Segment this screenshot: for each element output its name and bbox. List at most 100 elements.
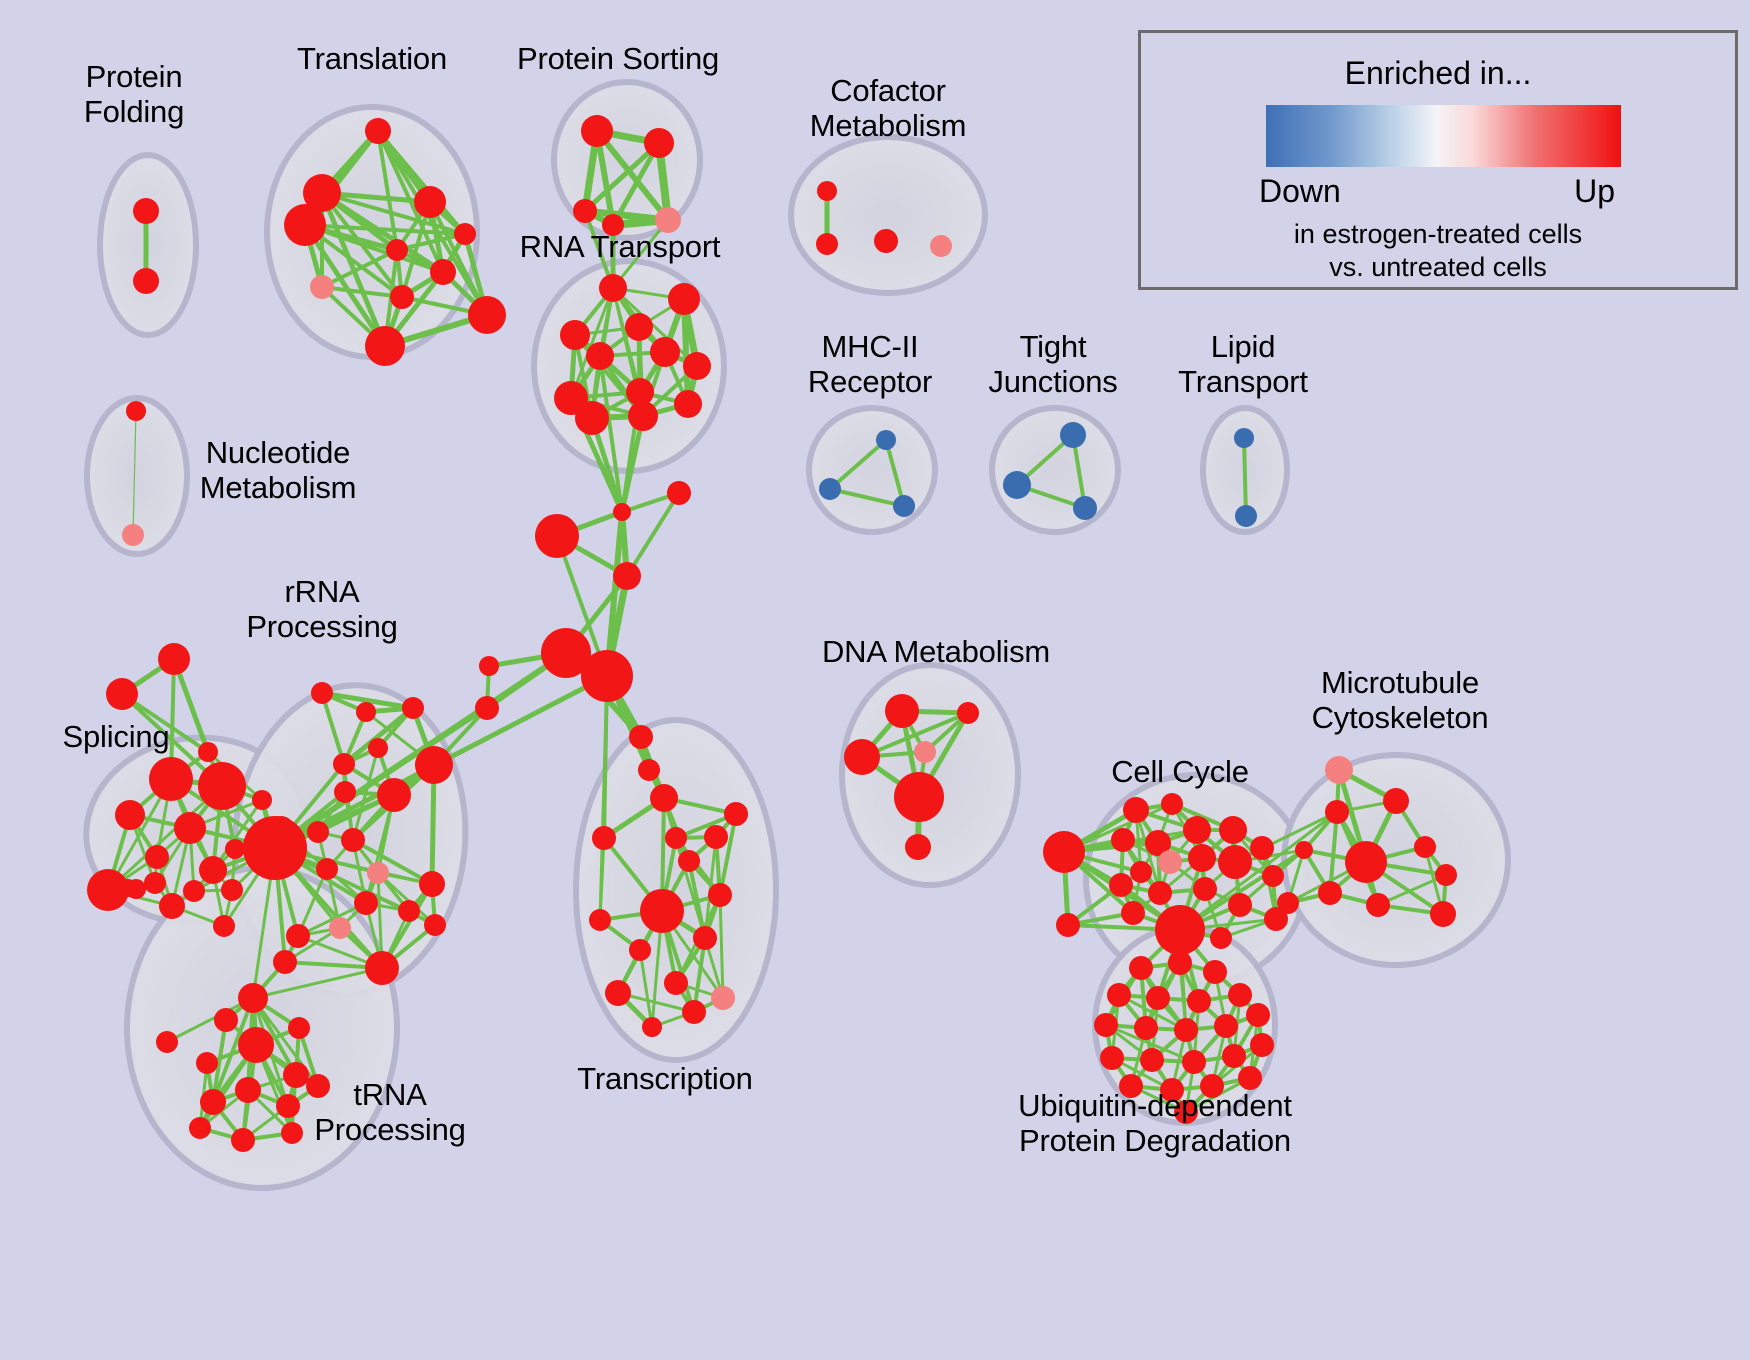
network-node[interactable] [678,850,700,872]
network-node[interactable] [283,1062,309,1088]
network-node[interactable] [957,702,979,724]
network-node[interactable] [225,839,245,859]
network-node[interactable] [231,1128,255,1152]
network-node[interactable] [655,207,681,233]
network-node[interactable] [198,762,246,810]
network-node[interactable] [1366,893,1390,917]
network-node[interactable] [1043,831,1085,873]
network-node[interactable] [1160,1078,1184,1102]
network-node[interactable] [133,198,159,224]
network-node[interactable] [668,283,700,315]
network-node[interactable] [650,784,678,812]
network-node[interactable] [914,741,936,763]
network-node[interactable] [252,790,272,810]
network-node[interactable] [876,430,896,450]
network-node[interactable] [196,1052,218,1074]
network-node[interactable] [1148,881,1172,905]
network-node[interactable] [306,1074,330,1098]
network-node[interactable] [1383,788,1409,814]
network-node[interactable] [1060,422,1086,448]
network-node[interactable] [1277,892,1299,914]
network-node[interactable] [1235,505,1257,527]
network-node[interactable] [1246,1003,1270,1027]
network-node[interactable] [605,980,631,1006]
network-node[interactable] [214,1008,238,1032]
network-node[interactable] [1295,841,1313,859]
network-node[interactable] [1193,877,1217,901]
network-node[interactable] [145,845,169,869]
network-node[interactable] [625,313,653,341]
network-node[interactable] [243,816,307,880]
network-node[interactable] [704,825,728,849]
network-node[interactable] [414,186,446,218]
network-node[interactable] [589,909,611,931]
network-node[interactable] [602,214,624,236]
network-node[interactable] [356,702,376,722]
network-node[interactable] [1222,1044,1246,1068]
network-node[interactable] [468,296,506,334]
network-node[interactable] [586,342,614,370]
network-node[interactable] [667,481,691,505]
network-node[interactable] [1414,836,1436,858]
network-node[interactable] [1345,841,1387,883]
network-node[interactable] [1234,428,1254,448]
network-node[interactable] [1430,901,1456,927]
network-node[interactable] [183,880,205,902]
network-node[interactable] [286,924,310,948]
network-node[interactable] [817,181,837,201]
network-node[interactable] [122,524,144,546]
network-node[interactable] [664,971,688,995]
network-node[interactable] [665,827,687,849]
network-node[interactable] [1200,1074,1224,1098]
network-node[interactable] [1188,844,1216,872]
network-node[interactable] [316,858,338,880]
network-node[interactable] [87,869,129,911]
network-node[interactable] [683,352,711,380]
network-node[interactable] [126,401,146,421]
network-node[interactable] [1250,1033,1274,1057]
network-node[interactable] [626,378,654,406]
network-node[interactable] [1107,983,1131,1007]
network-node[interactable] [1262,865,1284,887]
network-node[interactable] [1094,1013,1118,1037]
network-node[interactable] [144,872,166,894]
network-node[interactable] [1155,905,1205,955]
network-node[interactable] [629,725,653,749]
network-node[interactable] [424,914,446,936]
network-node[interactable] [1145,830,1171,856]
network-node[interactable] [1174,1018,1198,1042]
network-node[interactable] [307,821,329,843]
network-node[interactable] [1123,797,1149,823]
network-node[interactable] [390,285,414,309]
network-node[interactable] [628,401,658,431]
network-node[interactable] [575,401,609,435]
network-node[interactable] [454,223,476,245]
network-node[interactable] [354,891,378,915]
network-node[interactable] [133,268,159,294]
network-node[interactable] [1218,845,1252,879]
network-node[interactable] [377,778,411,812]
network-node[interactable] [1228,893,1252,917]
network-node[interactable] [1238,1066,1262,1090]
network-node[interactable] [199,856,227,884]
network-node[interactable] [333,753,355,775]
network-node[interactable] [573,199,597,223]
network-node[interactable] [1161,793,1183,815]
network-node[interactable] [158,643,190,675]
network-node[interactable] [329,917,351,939]
network-node[interactable] [213,915,235,937]
network-node[interactable] [613,562,641,590]
network-node[interactable] [638,759,660,781]
network-node[interactable] [189,1117,211,1139]
network-node[interactable] [816,233,838,255]
network-node[interactable] [288,1017,310,1039]
network-node[interactable] [613,503,631,521]
network-node[interactable] [365,951,399,985]
network-node[interactable] [1073,496,1097,520]
network-node[interactable] [475,696,499,720]
network-node[interactable] [1325,800,1349,824]
network-node[interactable] [281,1122,303,1144]
network-node[interactable] [885,694,919,728]
network-node[interactable] [276,1094,300,1118]
network-node[interactable] [893,495,915,517]
